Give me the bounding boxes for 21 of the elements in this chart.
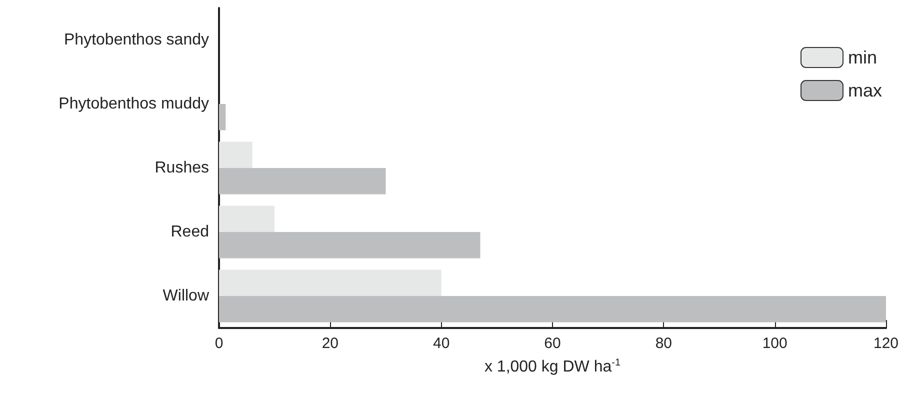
- y-tick-label: Rushes: [154, 160, 209, 176]
- x-tick-label: 60: [544, 335, 561, 352]
- y-tick-label: Phytobenthos sandy: [64, 32, 209, 48]
- bar: [219, 168, 386, 194]
- legend-label: min: [848, 48, 878, 68]
- y-tick-label: Reed: [170, 224, 209, 240]
- x-tick-label: 120: [873, 335, 899, 352]
- bar: [219, 206, 275, 232]
- bar: [219, 104, 226, 130]
- y-tick-label: Phytobenthos muddy: [58, 96, 209, 112]
- x-tick-label: 100: [762, 335, 788, 352]
- x-tick-label: 80: [655, 335, 672, 352]
- x-tick-label: 0: [214, 335, 224, 352]
- x-tick-label: 20: [322, 335, 339, 352]
- bar: [219, 232, 480, 258]
- bar: [219, 270, 442, 296]
- y-tick-label: Willow: [162, 288, 210, 304]
- bar: [219, 142, 252, 168]
- bar: [219, 296, 886, 322]
- legend-label: max: [848, 80, 882, 100]
- x-tick-label: 40: [432, 335, 450, 352]
